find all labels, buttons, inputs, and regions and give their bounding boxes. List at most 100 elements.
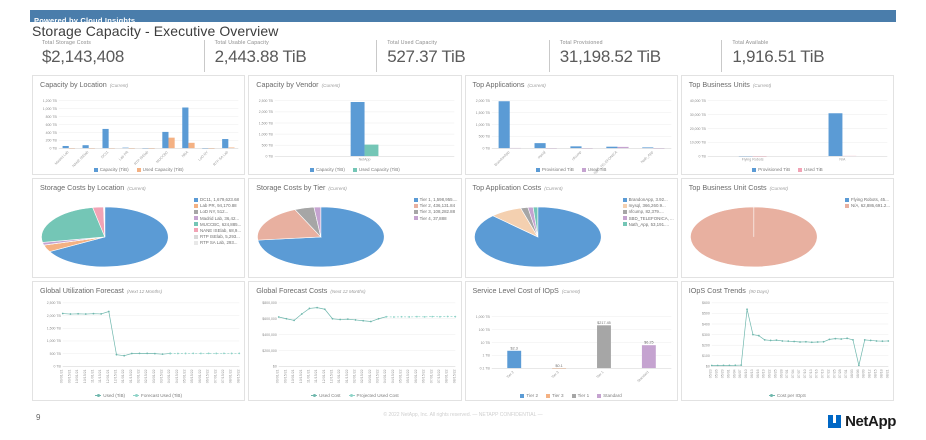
data-point[interactable]	[308, 307, 311, 310]
bar[interactable]	[82, 145, 89, 149]
bar[interactable]	[569, 146, 582, 149]
bar[interactable]	[828, 113, 843, 157]
bar[interactable]	[551, 368, 566, 369]
data-point[interactable]	[324, 308, 326, 311]
data-point[interactable]	[331, 317, 334, 320]
legend-item[interactable]: Tier 2, 436,131.84	[413, 203, 458, 208]
data-point[interactable]	[200, 352, 202, 355]
pie-slice[interactable]	[41, 207, 106, 243]
data-point[interactable]	[751, 333, 754, 336]
data-point[interactable]	[822, 340, 825, 343]
bar[interactable]	[605, 146, 617, 149]
legend-item[interactable]: mysql, 366,260.9...	[622, 203, 674, 208]
data-point[interactable]	[816, 341, 819, 343]
panel-capacity-by-vendor[interactable]: Capacity by Vendor (Current) 0 TB 500 TB 1,0…	[248, 75, 462, 175]
data-point[interactable]	[810, 341, 813, 344]
legend-item[interactable]: Tier 3, 108,282.88	[413, 209, 458, 214]
data-point[interactable]	[775, 339, 778, 342]
series-line[interactable]	[62, 311, 171, 357]
panel-top-application-costs[interactable]: Top Application Costs (Current) BrandonApp…	[464, 178, 678, 278]
data-point[interactable]	[146, 352, 149, 355]
data-point[interactable]	[223, 352, 225, 355]
data-point[interactable]	[84, 313, 87, 315]
data-point[interactable]	[887, 340, 889, 342]
data-point[interactable]	[798, 341, 801, 343]
data-point[interactable]	[130, 352, 133, 355]
data-point[interactable]	[875, 340, 878, 342]
data-point[interactable]	[123, 354, 126, 357]
pie-slice[interactable]	[257, 209, 322, 241]
legend-item[interactable]: Provisioned TiB	[535, 167, 574, 172]
data-point[interactable]	[278, 316, 280, 318]
panel-global-forecast-costs[interactable]: Global Forecast Costs (Next 12 Months) $0 $…	[248, 281, 462, 401]
data-point[interactable]	[238, 352, 241, 355]
data-point[interactable]	[834, 337, 836, 340]
legend-item[interactable]: NANE ISElab, 68,9...	[194, 228, 241, 233]
data-point[interactable]	[215, 352, 218, 355]
panel-top-applications[interactable]: Top Applications (Current) 0 TB 500 TB 1,000…	[464, 75, 678, 175]
data-point[interactable]	[115, 353, 118, 356]
data-point[interactable]	[828, 338, 831, 341]
data-point[interactable]	[293, 319, 296, 322]
legend-item[interactable]: Tier 4, 37,888	[413, 216, 458, 221]
bar[interactable]	[506, 350, 521, 369]
bar[interactable]	[182, 107, 189, 149]
legend-item[interactable]: Provisioned TiB	[752, 167, 790, 172]
data-point[interactable]	[339, 318, 342, 321]
data-point[interactable]	[408, 316, 411, 318]
pie-slice[interactable]	[532, 206, 538, 237]
legend-item[interactable]: SBD_TELEFONICA, ...	[622, 216, 674, 221]
data-point[interactable]	[722, 364, 725, 367]
legend-item[interactable]: BrandonApp, 3.92...	[622, 197, 674, 202]
data-point[interactable]	[161, 353, 164, 356]
legend-item[interactable]: Used Capacity (TiB)	[136, 167, 184, 172]
data-point[interactable]	[285, 317, 288, 320]
bar[interactable]	[162, 131, 169, 149]
data-point[interactable]	[781, 340, 784, 342]
panel-top-business-units[interactable]: Top Business Units (Current) 0 TB 10,000 TB…	[680, 75, 894, 175]
data-point[interactable]	[400, 315, 403, 318]
bar[interactable]	[102, 128, 109, 149]
data-point[interactable]	[416, 315, 419, 318]
data-point[interactable]	[107, 310, 110, 313]
data-point[interactable]	[69, 313, 72, 315]
bar[interactable]	[62, 145, 69, 149]
data-point[interactable]	[169, 352, 172, 355]
legend-item[interactable]: Used Cost	[311, 393, 341, 398]
legend-item[interactable]: DC11, 1,679,623.68	[194, 197, 241, 202]
data-point[interactable]	[423, 315, 426, 318]
legend-item[interactable]: Forecast Used (TiB)	[133, 393, 182, 398]
panel-top-business-unit-costs[interactable]: Top Business Unit Costs (Current) Flying R…	[680, 178, 894, 278]
data-point[interactable]	[176, 352, 179, 355]
bar[interactable]	[122, 147, 129, 149]
data-point[interactable]	[347, 318, 349, 321]
data-point[interactable]	[77, 312, 79, 315]
data-point[interactable]	[454, 315, 457, 318]
legend-item[interactable]: MUCCBC, 624,885...	[194, 222, 241, 227]
series-line[interactable]	[711, 309, 889, 366]
bar[interactable]	[498, 101, 510, 149]
legend-item[interactable]: RTP SA Lab, 293...	[194, 240, 241, 245]
data-point[interactable]	[354, 319, 357, 321]
data-point[interactable]	[728, 364, 731, 367]
data-point[interactable]	[769, 339, 772, 342]
data-point[interactable]	[745, 308, 748, 311]
data-point[interactable]	[787, 340, 789, 343]
bar[interactable]	[596, 325, 611, 369]
pie-slice[interactable]	[313, 206, 322, 237]
legend-item[interactable]: RTP ISElab, 5,293...	[194, 234, 241, 239]
data-point[interactable]	[301, 313, 303, 315]
data-point[interactable]	[207, 352, 210, 355]
data-point[interactable]	[734, 364, 736, 367]
legend-item[interactable]: Standard	[597, 393, 622, 398]
legend-item[interactable]: N/A, 62,886,691.2...	[844, 203, 890, 208]
data-point[interactable]	[792, 340, 795, 343]
legend-item[interactable]: nfcump, 82,379....	[622, 209, 674, 214]
data-point[interactable]	[431, 315, 434, 318]
pie-slice[interactable]	[48, 206, 169, 268]
legend-item[interactable]: Projected Used Cost	[348, 393, 399, 398]
legend-item[interactable]: Used (TiB)	[95, 393, 125, 398]
data-point[interactable]	[757, 334, 760, 337]
legend-item[interactable]: Capacity (TiB)	[309, 167, 345, 172]
data-point[interactable]	[763, 339, 766, 341]
